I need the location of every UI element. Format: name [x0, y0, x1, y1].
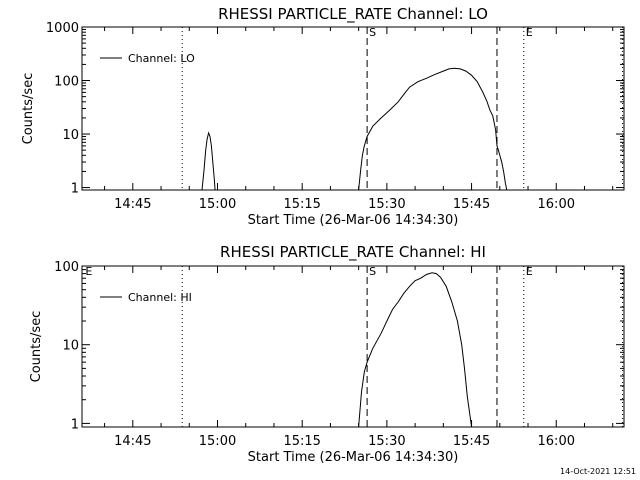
x-tick-label: 15:45	[453, 197, 490, 212]
y-tick-label: 10	[62, 128, 79, 143]
series-line	[358, 67, 508, 191]
x-tick-label: 15:15	[283, 434, 320, 449]
legend-label: Channel: LO	[128, 52, 195, 65]
x-tick-label: 15:00	[199, 197, 236, 212]
time-marker-label: S	[369, 26, 376, 39]
chart-title: RHESSI PARTICLE_RATE Channel: LO	[218, 5, 488, 24]
y-axis-label: Counts/sec	[29, 311, 44, 383]
x-tick-label: 15:45	[453, 434, 490, 449]
series-line	[358, 272, 473, 428]
time-marker-label: E	[526, 265, 533, 278]
x-tick-label: 15:15	[283, 197, 320, 212]
x-axis-label: Start Time (26-Mar-06 14:34:30)	[248, 213, 459, 228]
chart-title: RHESSI PARTICLE_RATE Channel: HI	[220, 243, 486, 262]
x-tick-label: 15:30	[368, 434, 405, 449]
y-tick-label: 10	[62, 339, 79, 354]
x-tick-label: 15:00	[199, 434, 236, 449]
x-tick-label: 16:00	[538, 197, 575, 212]
x-tick-label: 15:30	[368, 197, 405, 212]
series-line	[201, 131, 216, 191]
x-tick-label: 14:45	[114, 434, 151, 449]
x-tick-label: 16:00	[538, 434, 575, 449]
y-tick-label: 100	[54, 75, 79, 90]
plot-frame	[81, 265, 625, 428]
y-tick-label: 100	[54, 260, 79, 275]
y-tick-label: 1000	[46, 21, 79, 36]
footer-timestamp: 14-Oct-2021 12:51	[560, 467, 636, 476]
y-tick-label: 1	[71, 182, 79, 197]
time-marker-label: S	[369, 265, 376, 278]
x-axis-label: Start Time (26-Mar-06 14:34:30)	[248, 450, 459, 465]
time-marker-label: E	[85, 265, 92, 278]
time-marker-label: E	[526, 26, 533, 39]
x-tick-label: 14:45	[114, 197, 151, 212]
panel-hi: RHESSI PARTICLE_RATE Channel: HI 14:45 15:…	[29, 243, 625, 465]
legend-label: Channel: HI	[128, 291, 192, 304]
y-axis-label: Counts/sec	[21, 73, 36, 145]
panel-lo: RHESSI PARTICLE_RATE Channel: LO 14:45 15:…	[21, 5, 625, 228]
y-tick-label: 1	[71, 417, 79, 432]
